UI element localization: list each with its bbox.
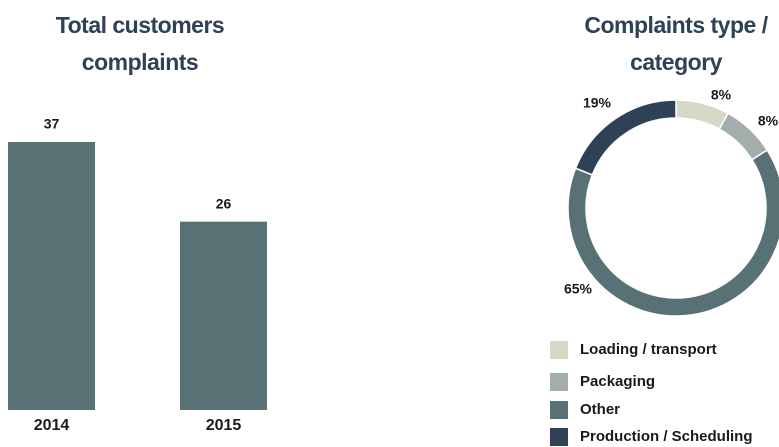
bar-value-label: 26: [216, 195, 232, 211]
legend-label: Other: [580, 401, 620, 418]
pie-value-label: 8%: [711, 87, 732, 103]
pie-value-label: 65%: [564, 281, 593, 297]
legend-swatch: [550, 373, 568, 391]
pie-value-label: 19%: [583, 95, 612, 111]
legend-label: Packaging: [580, 373, 655, 390]
donut-segment: [675, 99, 730, 131]
legend-swatch: [550, 341, 568, 359]
legend-swatch: [550, 428, 568, 446]
bar: [8, 142, 95, 410]
legend-label: Loading / transport: [580, 341, 717, 358]
bar-value-label: 37: [44, 116, 60, 132]
pie-value-label: 8%: [758, 113, 779, 129]
pie-title: Complaints type / category: [584, 12, 768, 75]
bar-title: Total customers complaints: [55, 12, 225, 75]
x-tick-label: 2014: [34, 417, 70, 434]
legend-label: Production / Scheduling: [580, 428, 753, 445]
bar: [180, 221, 267, 410]
donut-segment: [567, 149, 779, 317]
x-tick-label: 2015: [206, 417, 242, 434]
legend-swatch: [550, 401, 568, 419]
donut-segment: [574, 99, 677, 176]
